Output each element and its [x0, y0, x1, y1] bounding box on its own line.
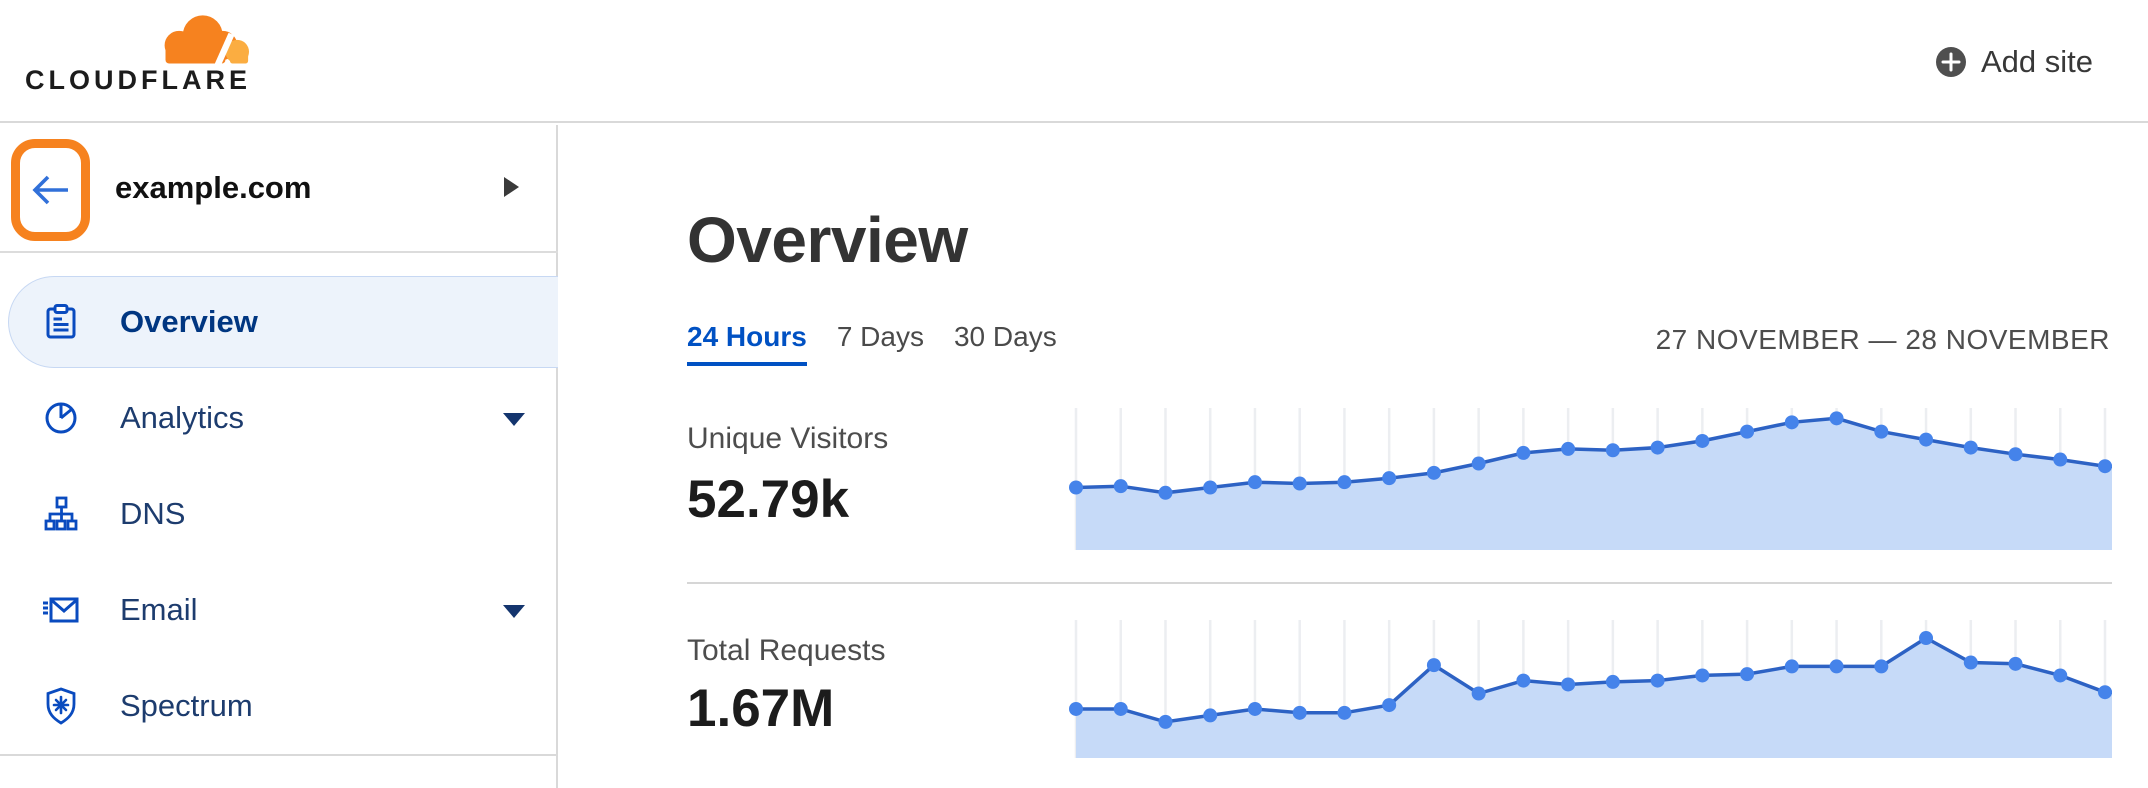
add-site-button[interactable]: Add site: [1935, 0, 2093, 123]
metric-label-total-requests: Total Requests: [687, 634, 886, 667]
date-range: 27 NOVEMBER — 28 NOVEMBER: [1655, 324, 2110, 355]
plus-circle-icon: [1935, 46, 1966, 77]
sidebar-item-label: Overview: [120, 304, 258, 339]
chevron-down-icon[interactable]: [503, 605, 525, 618]
tab-7-days[interactable]: 7 Days: [836, 321, 924, 352]
sidebar-divider: [0, 754, 558, 756]
site-switcher: example.com: [0, 125, 558, 253]
sidebar-item-spectrum[interactable]: Spectrum: [0, 658, 558, 754]
main-content: Overview 24 Hours 7 Days 30 Days 27 NOVE…: [560, 125, 2148, 788]
metric-label-unique-visitors: Unique Visitors: [687, 422, 889, 455]
sidebar-item-label: Analytics: [120, 400, 245, 435]
chevron-down-icon[interactable]: [503, 413, 525, 426]
sitemap-icon: [44, 496, 78, 532]
sidebar-nav: Overview Analytics: [0, 255, 558, 754]
tab-30-days[interactable]: 30 Days: [953, 321, 1057, 352]
sidebar-item-email[interactable]: Email: [0, 562, 558, 658]
chart-total-requests: [1069, 620, 2112, 758]
add-site-label: Add site: [1980, 43, 2093, 79]
cloudflare-logo[interactable]: CLOUDFLARE: [25, 8, 258, 96]
topbar: CLOUDFLARE Add site: [0, 0, 2148, 123]
expand-site-icon[interactable]: [504, 177, 519, 197]
site-name: example.com: [115, 170, 312, 205]
page-title: Overview: [687, 204, 968, 276]
sidebar-item-label: Spectrum: [120, 688, 253, 723]
arrow-left-icon: [31, 175, 68, 205]
pie-chart-icon: [44, 400, 78, 436]
envelope-icon: [43, 592, 79, 628]
cloud-icon: [164, 15, 250, 69]
metric-value-total-requests: 1.67M: [687, 679, 835, 738]
brand-wordmark: CLOUDFLARE: [25, 65, 251, 95]
section-divider: [687, 582, 2112, 584]
sidebar-item-label: DNS: [120, 496, 186, 531]
sidebar-item-dns[interactable]: DNS: [0, 466, 558, 562]
highlight-annotation: [11, 139, 90, 241]
sidebar: example.com Overview: [0, 125, 558, 788]
sidebar-item-overview[interactable]: Overview: [0, 274, 558, 370]
metric-value-unique-visitors: 52.79k: [687, 470, 850, 529]
selected-pill: [8, 276, 558, 368]
clipboard-icon: [44, 304, 78, 340]
tab-24-hours[interactable]: 24 Hours: [687, 321, 807, 366]
time-range-tabs: 24 Hours 7 Days 30 Days: [687, 321, 1057, 366]
chart-unique-visitors: [1069, 408, 2112, 550]
sidebar-item-label: Email: [120, 592, 198, 627]
sidebar-item-analytics[interactable]: Analytics: [0, 370, 558, 466]
back-button[interactable]: [28, 170, 74, 210]
shield-icon: [44, 687, 78, 725]
